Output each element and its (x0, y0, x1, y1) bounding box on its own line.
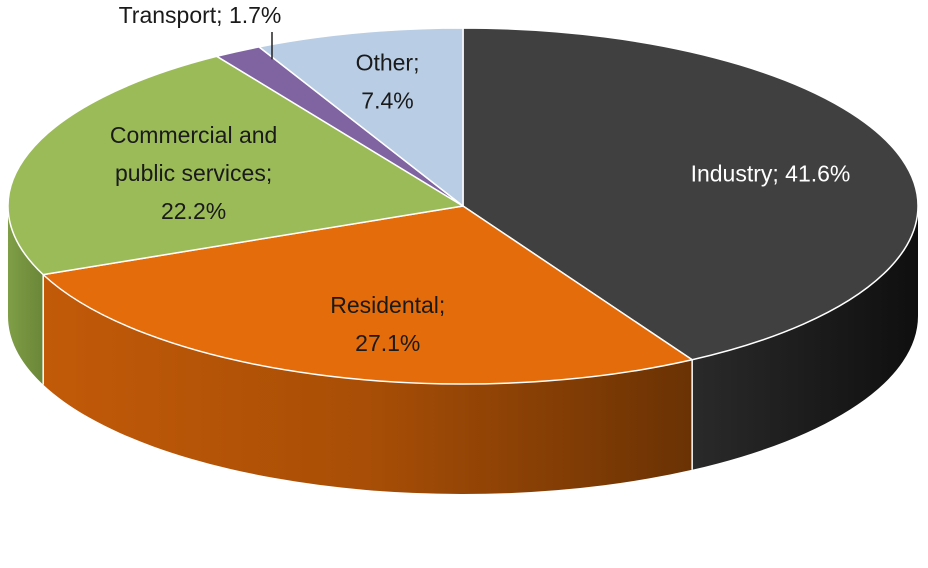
pie-side-industry (692, 206, 918, 470)
pie-side-commercial-and-public-services (8, 206, 44, 385)
pie-slice-commercial-and-public-services (7, 55, 464, 276)
data-label-line: 27.1% (355, 330, 420, 356)
data-label-line: Transport; 1.7% (119, 2, 282, 28)
data-label-line: public services; (115, 160, 272, 186)
pie-slice-other (258, 27, 464, 207)
data-label-line: Residental; (330, 292, 445, 318)
data-label-line: Commercial and (110, 122, 277, 148)
data-label-transport: Transport; 1.7% (119, 2, 282, 28)
data-label-commercial-and-public-services: Commercial and public services; 22.2% (110, 122, 277, 224)
pie-slice-industry (462, 27, 919, 361)
data-label-residental: Residental; 27.1% (330, 292, 445, 356)
data-label-line: 7.4% (361, 87, 413, 113)
pie-labels: Industry; 41.6% Residental; 27.1% Commercia… (110, 2, 850, 356)
data-label-industry: Industry; 41.6% (691, 160, 851, 186)
data-label-line: Other; (356, 49, 420, 75)
pie-sides (8, 206, 918, 495)
data-label-other: Other; 7.4% (356, 49, 420, 113)
data-label-line: Industry; 41.6% (691, 160, 851, 186)
pie-slice-residental (42, 205, 693, 385)
data-label-line: 22.2% (161, 198, 226, 224)
pie-side-residental (43, 274, 693, 495)
pie-tops (7, 27, 919, 385)
